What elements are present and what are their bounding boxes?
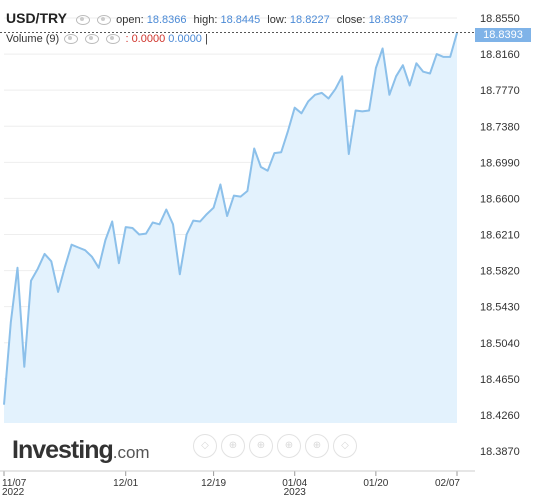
y-tick-label-12: 18.3870: [480, 446, 520, 458]
open-label: open:: [116, 14, 144, 26]
volume-separator: |: [205, 33, 208, 45]
volume-header: Volume (9) : 0.0000 0.0000 |: [6, 33, 208, 45]
open-value: 18.8366: [146, 14, 187, 26]
eye-icon[interactable]: [76, 15, 90, 26]
x-tick-label-2: 12/19: [201, 478, 226, 489]
zoom-in-icon[interactable]: ◇: [193, 434, 217, 458]
y-tick-label-7: 18.5820: [480, 266, 520, 278]
y-tick-label-9: 18.5040: [480, 338, 520, 350]
settings-icon[interactable]: [97, 15, 112, 26]
x-tick-label-1: 12/01: [113, 478, 138, 489]
y-tick-label-3: 18.7380: [480, 121, 520, 133]
investing-logo: Investing.com: [12, 436, 150, 465]
ohlc-header: USD/TRY open: 18.8366 high: 18.8445 low:…: [6, 10, 412, 26]
y-tick-label-10: 18.4650: [480, 374, 520, 386]
high-label: high:: [193, 14, 218, 26]
reset-zoom-icon[interactable]: ⊕: [305, 434, 329, 458]
symbol-title: USD/TRY: [6, 10, 67, 26]
close-label: close:: [336, 14, 366, 26]
low-value: 18.8227: [289, 14, 330, 26]
y-axis: 18.8550 18.8160 18.7770 18.7380 18.6990 18.66…: [480, 13, 520, 458]
high-value: 18.8445: [220, 14, 261, 26]
x-tick-label-3: 01/04: [282, 478, 307, 489]
x-tick-label-4: 01/20: [363, 478, 388, 489]
x-tick-label-5: 02/07: [435, 478, 460, 489]
logo-suffix: .com: [112, 443, 150, 462]
last-price-badge: 18.8393: [475, 28, 531, 42]
y-tick-label-8: 18.5430: [480, 302, 520, 314]
y-tick-label-5: 18.6600: [480, 193, 520, 205]
volume-value-blue: 0.0000: [168, 33, 202, 45]
low-label: low:: [267, 14, 287, 26]
pan-right-icon[interactable]: ⊕: [277, 434, 301, 458]
y-tick-label-0: 18.8550: [480, 13, 520, 25]
volume-close-icon[interactable]: [106, 34, 121, 45]
x-tick-year-3: 2023: [284, 487, 307, 497]
volume-eye-icon[interactable]: [64, 34, 79, 45]
pan-left-icon[interactable]: ⊕: [249, 434, 273, 458]
price-area: [4, 32, 457, 424]
logo-brand: Investing: [12, 436, 114, 464]
volume-label: Volume (9): [6, 33, 60, 45]
x-tick-label-0: 11/07: [2, 478, 27, 489]
y-tick-label-4: 18.6990: [480, 157, 520, 169]
y-tick-label-2: 18.7770: [480, 85, 520, 97]
y-tick-label-1: 18.8160: [480, 49, 520, 61]
volume-value-red: : 0.0000: [125, 33, 166, 45]
y-tick-label-6: 18.6210: [480, 230, 520, 242]
x-tick-year-0: 2022: [2, 487, 25, 497]
close-value: 18.8397: [368, 14, 409, 26]
fullscreen-icon[interactable]: ◇: [333, 434, 357, 458]
volume-settings-icon[interactable]: [85, 34, 100, 45]
price-line[interactable]: [3, 32, 458, 405]
zoom-out-icon[interactable]: ⊕: [221, 434, 245, 458]
y-tick-label-11: 18.4260: [480, 410, 520, 422]
